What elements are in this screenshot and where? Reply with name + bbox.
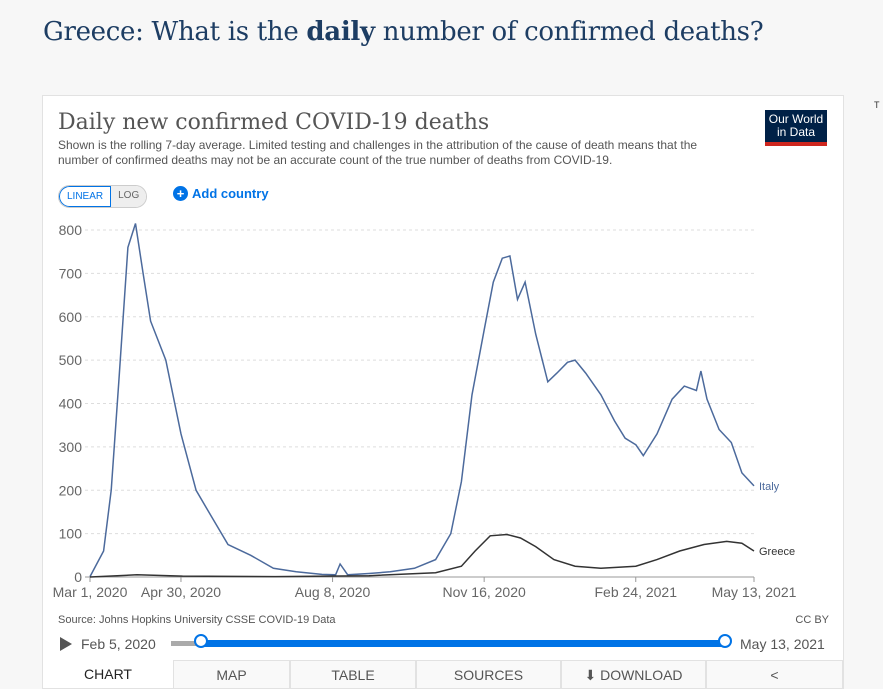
timeline-range	[201, 640, 725, 647]
source-note: Source: Johns Hopkins University CSSE CO…	[58, 614, 336, 626]
plus-icon: +	[173, 186, 188, 201]
y-tick-label: 700	[59, 265, 83, 281]
side-text: T	[874, 100, 880, 110]
y-tick-label: 300	[59, 439, 83, 455]
tab-chart[interactable]: CHART	[43, 660, 173, 688]
x-tick-label: Aug 8, 2020	[295, 584, 371, 600]
tab-table[interactable]: TABLE	[290, 660, 416, 688]
x-tick-label: Feb 24, 2021	[594, 584, 677, 600]
chart-title: Daily new confirmed COVID-19 deaths	[58, 110, 490, 135]
timeline-end-handle[interactable]	[718, 634, 732, 648]
owid-logo: Our World in Data	[765, 110, 827, 146]
tab-bar: CHART MAP TABLE SOURCES ⬇ DOWNLOAD <	[43, 660, 843, 688]
timeline-start-handle[interactable]	[194, 634, 208, 648]
add-country-button[interactable]: + Add country	[173, 186, 269, 201]
y-tick-label: 100	[59, 526, 83, 542]
series-label: Greece	[759, 546, 795, 558]
timeline-start: Feb 5, 2020	[81, 636, 156, 652]
chart-card: Daily new confirmed COVID-19 deaths Show…	[42, 95, 844, 689]
y-tick-label: 200	[59, 482, 83, 498]
x-tick-label: Nov 16, 2020	[443, 584, 526, 600]
share-icon: <	[770, 667, 779, 683]
chart-svg: 0 100 200 300 400 500 600 700 800 Mar 1, 2020 Apr …	[53, 222, 797, 600]
series-label: Italy	[759, 481, 780, 493]
download-icon: ⬇	[584, 667, 601, 683]
x-tick-label: May 13, 2021	[712, 584, 797, 600]
tab-sources[interactable]: SOURCES	[416, 660, 561, 688]
y-tick-label: 500	[59, 352, 83, 368]
license-link[interactable]: CC BY	[795, 614, 829, 626]
y-tick-label: 600	[59, 309, 83, 325]
y-tick-label: 800	[59, 222, 83, 238]
share-button[interactable]: <	[706, 660, 843, 688]
log-button[interactable]: LOG	[111, 186, 147, 207]
linear-button[interactable]: LINEAR	[59, 186, 112, 207]
play-icon[interactable]	[60, 637, 72, 651]
series-line-italy	[89, 223, 755, 577]
y-tick-label: 400	[59, 396, 83, 412]
series-line-greece	[89, 533, 755, 578]
tab-map[interactable]: MAP	[173, 660, 290, 688]
page-title: Greece: What is the daily number of conf…	[43, 17, 764, 47]
timeline-end: May 13, 2021	[740, 636, 825, 652]
y-tick-label: 0	[74, 569, 82, 585]
scale-toggle[interactable]: LINEAR LOG	[58, 185, 148, 208]
chart-subtitle: Shown is the rolling 7-day average. Limi…	[58, 138, 698, 167]
tab-download[interactable]: ⬇ DOWNLOAD	[561, 660, 706, 688]
x-tick-label: Apr 30, 2020	[141, 584, 221, 600]
x-tick-label: Mar 1, 2020	[53, 584, 128, 600]
